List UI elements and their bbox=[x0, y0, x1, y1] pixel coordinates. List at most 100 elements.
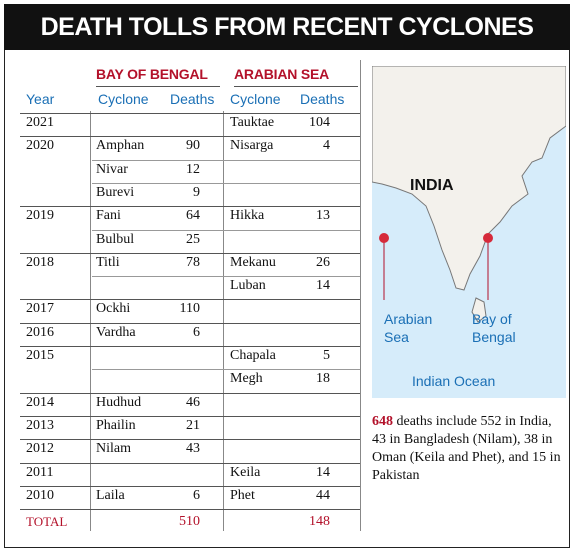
ocean-label: Indian Ocean bbox=[412, 373, 495, 389]
as-cyclone-cell: Hikka bbox=[230, 208, 265, 223]
group-underline-bay bbox=[96, 86, 220, 87]
row-separator bbox=[20, 393, 360, 394]
header-as-deaths: Deaths bbox=[300, 91, 345, 107]
arabian-sea-label-line1: Arabian bbox=[384, 311, 432, 327]
year-cell: 2017 bbox=[26, 301, 54, 316]
deaths-note: 648 deaths include 552 in India, 43 in B… bbox=[372, 413, 566, 485]
infographic-title: DEATH TOLLS FROM RECENT CYCLONES bbox=[4, 4, 570, 50]
as-cyclone-cell: Chapala bbox=[230, 348, 276, 363]
deaths-total-highlight: 648 bbox=[372, 414, 393, 429]
bob-cyclone-cell: Laila bbox=[96, 488, 125, 503]
header-bob-cyclone: Cyclone bbox=[98, 91, 149, 107]
header-year: Year bbox=[26, 91, 55, 107]
bob-cyclone-cell: Bulbul bbox=[96, 232, 135, 247]
row-separator bbox=[92, 160, 360, 161]
bay-of-bengal-label-line1: Bay of bbox=[472, 311, 512, 327]
row-separator bbox=[20, 136, 360, 137]
bob-cyclone-cell: Burevi bbox=[96, 185, 135, 200]
as-cyclone-cell: Mekanu bbox=[230, 255, 276, 270]
header-bob-deaths: Deaths bbox=[170, 91, 215, 107]
bay-of-bengal-marker bbox=[483, 233, 493, 243]
bob-cyclone-cell: Vardha bbox=[96, 325, 136, 340]
year-cell: 2011 bbox=[26, 465, 54, 480]
row-separator bbox=[20, 416, 360, 417]
year-cell: 2019 bbox=[26, 208, 54, 223]
year-cell: 2012 bbox=[26, 441, 54, 456]
bob-deaths-cell: 90 bbox=[186, 138, 200, 153]
bob-deaths-cell: 21 bbox=[186, 418, 200, 433]
row-separator bbox=[20, 253, 360, 254]
row-separator bbox=[92, 276, 360, 277]
bob-deaths-cell: 110 bbox=[179, 301, 200, 316]
bay-of-bengal-label-line2: Bengal bbox=[472, 329, 516, 345]
total-bob: 510 bbox=[179, 514, 200, 529]
as-deaths-cell: 5 bbox=[323, 348, 330, 363]
row-separator bbox=[20, 323, 360, 324]
country-label: INDIA bbox=[410, 177, 454, 194]
row-separator bbox=[92, 230, 360, 231]
as-deaths-cell: 104 bbox=[309, 115, 330, 130]
row-separator bbox=[20, 463, 360, 464]
bob-deaths-cell: 46 bbox=[186, 395, 200, 410]
group-bay-of-bengal: BAY OF BENGAL bbox=[96, 66, 208, 82]
as-deaths-cell: 14 bbox=[316, 278, 330, 293]
bob-deaths-cell: 64 bbox=[186, 208, 200, 223]
as-cyclone-cell: Keila bbox=[230, 465, 261, 480]
as-deaths-cell: 13 bbox=[316, 208, 330, 223]
row-separator bbox=[92, 183, 360, 184]
bob-deaths-cell: 25 bbox=[186, 232, 200, 247]
group-arabian-sea: ARABIAN SEA bbox=[234, 66, 330, 82]
as-cyclone-cell: Luban bbox=[230, 278, 266, 293]
bob-deaths-cell: 6 bbox=[193, 488, 200, 503]
as-deaths-cell: 4 bbox=[323, 138, 330, 153]
year-cell: 2014 bbox=[26, 395, 54, 410]
india-map: INDIA Arabian Sea Bay of Bengal Indian O… bbox=[371, 65, 567, 398]
bob-cyclone-cell: Titli bbox=[96, 255, 120, 270]
as-cyclone-cell: Tauktae bbox=[230, 115, 275, 130]
bob-deaths-cell: 78 bbox=[186, 255, 200, 270]
divider-seas bbox=[223, 111, 224, 531]
row-separator bbox=[92, 369, 360, 370]
year-cell: 2018 bbox=[26, 255, 54, 270]
arabian-sea-label-line2: Sea bbox=[384, 329, 409, 345]
row-separator bbox=[20, 206, 360, 207]
year-cell: 2015 bbox=[26, 348, 54, 363]
year-cell: 2010 bbox=[26, 488, 54, 503]
bob-deaths-cell: 9 bbox=[193, 185, 200, 200]
bob-cyclone-cell: Fani bbox=[96, 208, 121, 223]
deaths-note-text: deaths include 552 in India, 43 in Bangl… bbox=[372, 414, 561, 483]
row-separator bbox=[20, 439, 360, 440]
india-landmass bbox=[371, 65, 567, 291]
total-separator bbox=[20, 509, 360, 510]
total-label: TOTAL bbox=[26, 514, 68, 529]
group-underline-arabian bbox=[234, 86, 358, 87]
row-separator bbox=[20, 299, 360, 300]
bob-cyclone-cell: Nilam bbox=[96, 441, 131, 456]
row-separator bbox=[20, 486, 360, 487]
bob-deaths-cell: 12 bbox=[186, 162, 200, 177]
year-cell: 2021 bbox=[26, 115, 54, 130]
bob-deaths-cell: 43 bbox=[186, 441, 200, 456]
year-cell: 2016 bbox=[26, 325, 54, 340]
as-deaths-cell: 26 bbox=[316, 255, 330, 270]
sri-lanka bbox=[471, 297, 487, 323]
bob-cyclone-cell: Amphan bbox=[96, 138, 145, 153]
bob-deaths-cell: 6 bbox=[193, 325, 200, 340]
header-as-cyclone: Cyclone bbox=[230, 91, 281, 107]
year-cell: 2020 bbox=[26, 138, 54, 153]
divider-map bbox=[360, 60, 361, 531]
bob-cyclone-cell: Hudhud bbox=[96, 395, 142, 410]
india-map-graphic: INDIA Arabian Sea Bay of Bengal Indian O… bbox=[371, 65, 567, 398]
bob-cyclone-cell: Ockhi bbox=[96, 301, 131, 316]
bob-cyclone-cell: Phailin bbox=[96, 418, 136, 433]
total-as: 148 bbox=[309, 514, 330, 529]
year-cell: 2013 bbox=[26, 418, 54, 433]
row-separator bbox=[20, 113, 360, 114]
as-deaths-cell: 18 bbox=[316, 371, 330, 386]
bob-cyclone-cell: Nivar bbox=[96, 162, 128, 177]
arabian-sea-marker bbox=[379, 233, 389, 243]
as-cyclone-cell: Megh bbox=[230, 371, 263, 386]
divider-year bbox=[90, 111, 91, 531]
as-cyclone-cell: Nisarga bbox=[230, 138, 274, 153]
as-deaths-cell: 14 bbox=[316, 465, 330, 480]
